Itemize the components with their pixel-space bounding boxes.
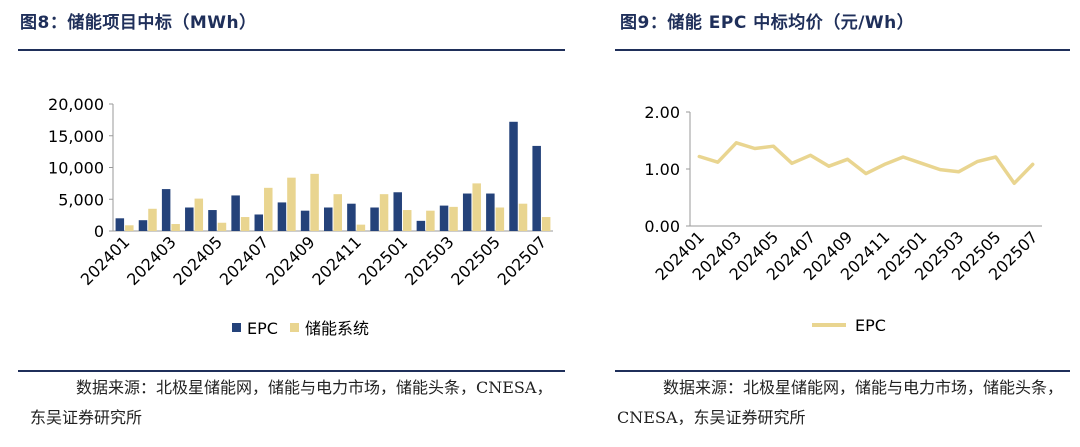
title-rule: [18, 49, 565, 51]
y-tick-label: 10,000: [48, 159, 104, 178]
bar-epc: [208, 210, 217, 231]
x-tick-label: 202503: [401, 232, 458, 289]
figure-9-source: 数据来源：北极星储能网，储能与电力市场，储能头条，CNESA，东吴证券研究所: [617, 378, 1064, 427]
bar-storage-system: [379, 194, 389, 231]
bar-epc: [532, 145, 541, 231]
bar-epc: [185, 207, 194, 231]
bar-storage-system: [148, 208, 157, 231]
bar-storage-system: [333, 194, 342, 231]
bar-epc: [509, 121, 518, 231]
bar-epc: [393, 192, 402, 231]
y-tick-label: 1.00: [644, 160, 680, 179]
title-rule: [615, 49, 1070, 51]
figure-8-title: 图8：储能项目中标（MWh）: [20, 13, 257, 33]
x-tick-label: 202407: [216, 232, 273, 289]
source-rule: [615, 370, 1070, 372]
bar-epc: [370, 207, 379, 231]
bar-storage-system: [264, 187, 273, 231]
bar-storage-system: [356, 224, 366, 231]
x-tick-label: 202403: [123, 232, 180, 289]
bar-epc: [416, 220, 426, 231]
bar-storage-system: [426, 210, 435, 231]
y-tick-label: 5,000: [58, 190, 104, 209]
y-tick-label: 20,000: [48, 95, 104, 114]
x-tick-label: 202411: [308, 232, 365, 289]
bar-storage-system: [472, 183, 481, 231]
y-tick-label: 2.00: [644, 103, 680, 122]
figure-8-panel: 图8：储能项目中标（MWh） 0 5,000 10,000 15,000 20,000 2…: [18, 13, 565, 427]
bar-epc: [138, 220, 148, 231]
legend-label: EPC: [855, 316, 886, 335]
bar-epc: [161, 189, 171, 231]
bar-storage-system: [194, 198, 204, 231]
x-tick-label: 202505: [447, 232, 504, 289]
bar-epc: [439, 205, 449, 231]
bar-storage-system: [171, 224, 180, 231]
y-tick-label: 0.00: [644, 217, 680, 236]
bar-storage-system: [240, 217, 250, 231]
series-line-epc: [697, 141, 1035, 186]
figure-9-panel: 图9：储能 EPC 中标均价（元/Wh） 0.00 1.00 2.00 202401 2…: [605, 0, 1080, 447]
x-tick-label: 202405: [169, 232, 226, 289]
bar-storage-system: [541, 217, 551, 231]
bar-storage-system: [402, 210, 412, 231]
bar-storage-system: [449, 206, 458, 231]
bar-storage-system: [495, 207, 505, 231]
legend-label: 储能系统: [305, 319, 369, 338]
bar-storage-system: [125, 225, 134, 231]
bar-epc: [486, 193, 495, 231]
bar-epc: [300, 210, 310, 231]
x-tick-label: 202401: [77, 232, 134, 289]
bar-epc: [324, 207, 333, 231]
bar-storage-system: [518, 203, 528, 231]
y-tick-label: 15,000: [48, 127, 104, 146]
bar-epc: [277, 202, 287, 231]
figure-9-title: 图9：储能 EPC 中标均价（元/Wh）: [620, 13, 915, 33]
project-bid-bar-chart: 05,00010,00015,00020,0002024012024032024…: [48, 95, 553, 338]
epc-price-line-chart: 0.001.002.002024012024032024052024072024…: [644, 103, 1042, 335]
legend-swatch: [290, 323, 299, 332]
bar-epc: [462, 193, 472, 231]
bar-storage-system: [310, 173, 319, 231]
bar-storage-system: [287, 177, 296, 231]
bar-epc: [347, 203, 356, 231]
x-tick-label: 202501: [355, 232, 412, 289]
bar-storage-system: [217, 222, 227, 231]
y-tick-label: 0: [94, 222, 104, 241]
legend-label: EPC: [247, 319, 278, 338]
source-rule: [18, 370, 565, 372]
figure-8-source: 数据来源：北极星储能网，储能与电力市场，储能头条，CNESA，东吴证券研究所: [30, 378, 553, 427]
legend-swatch: [232, 323, 241, 332]
bar-epc: [254, 214, 264, 231]
x-tick-label: 202409: [262, 232, 319, 289]
x-tick-label: 202507: [494, 232, 551, 289]
bar-epc: [231, 195, 240, 231]
bar-epc: [115, 218, 125, 231]
